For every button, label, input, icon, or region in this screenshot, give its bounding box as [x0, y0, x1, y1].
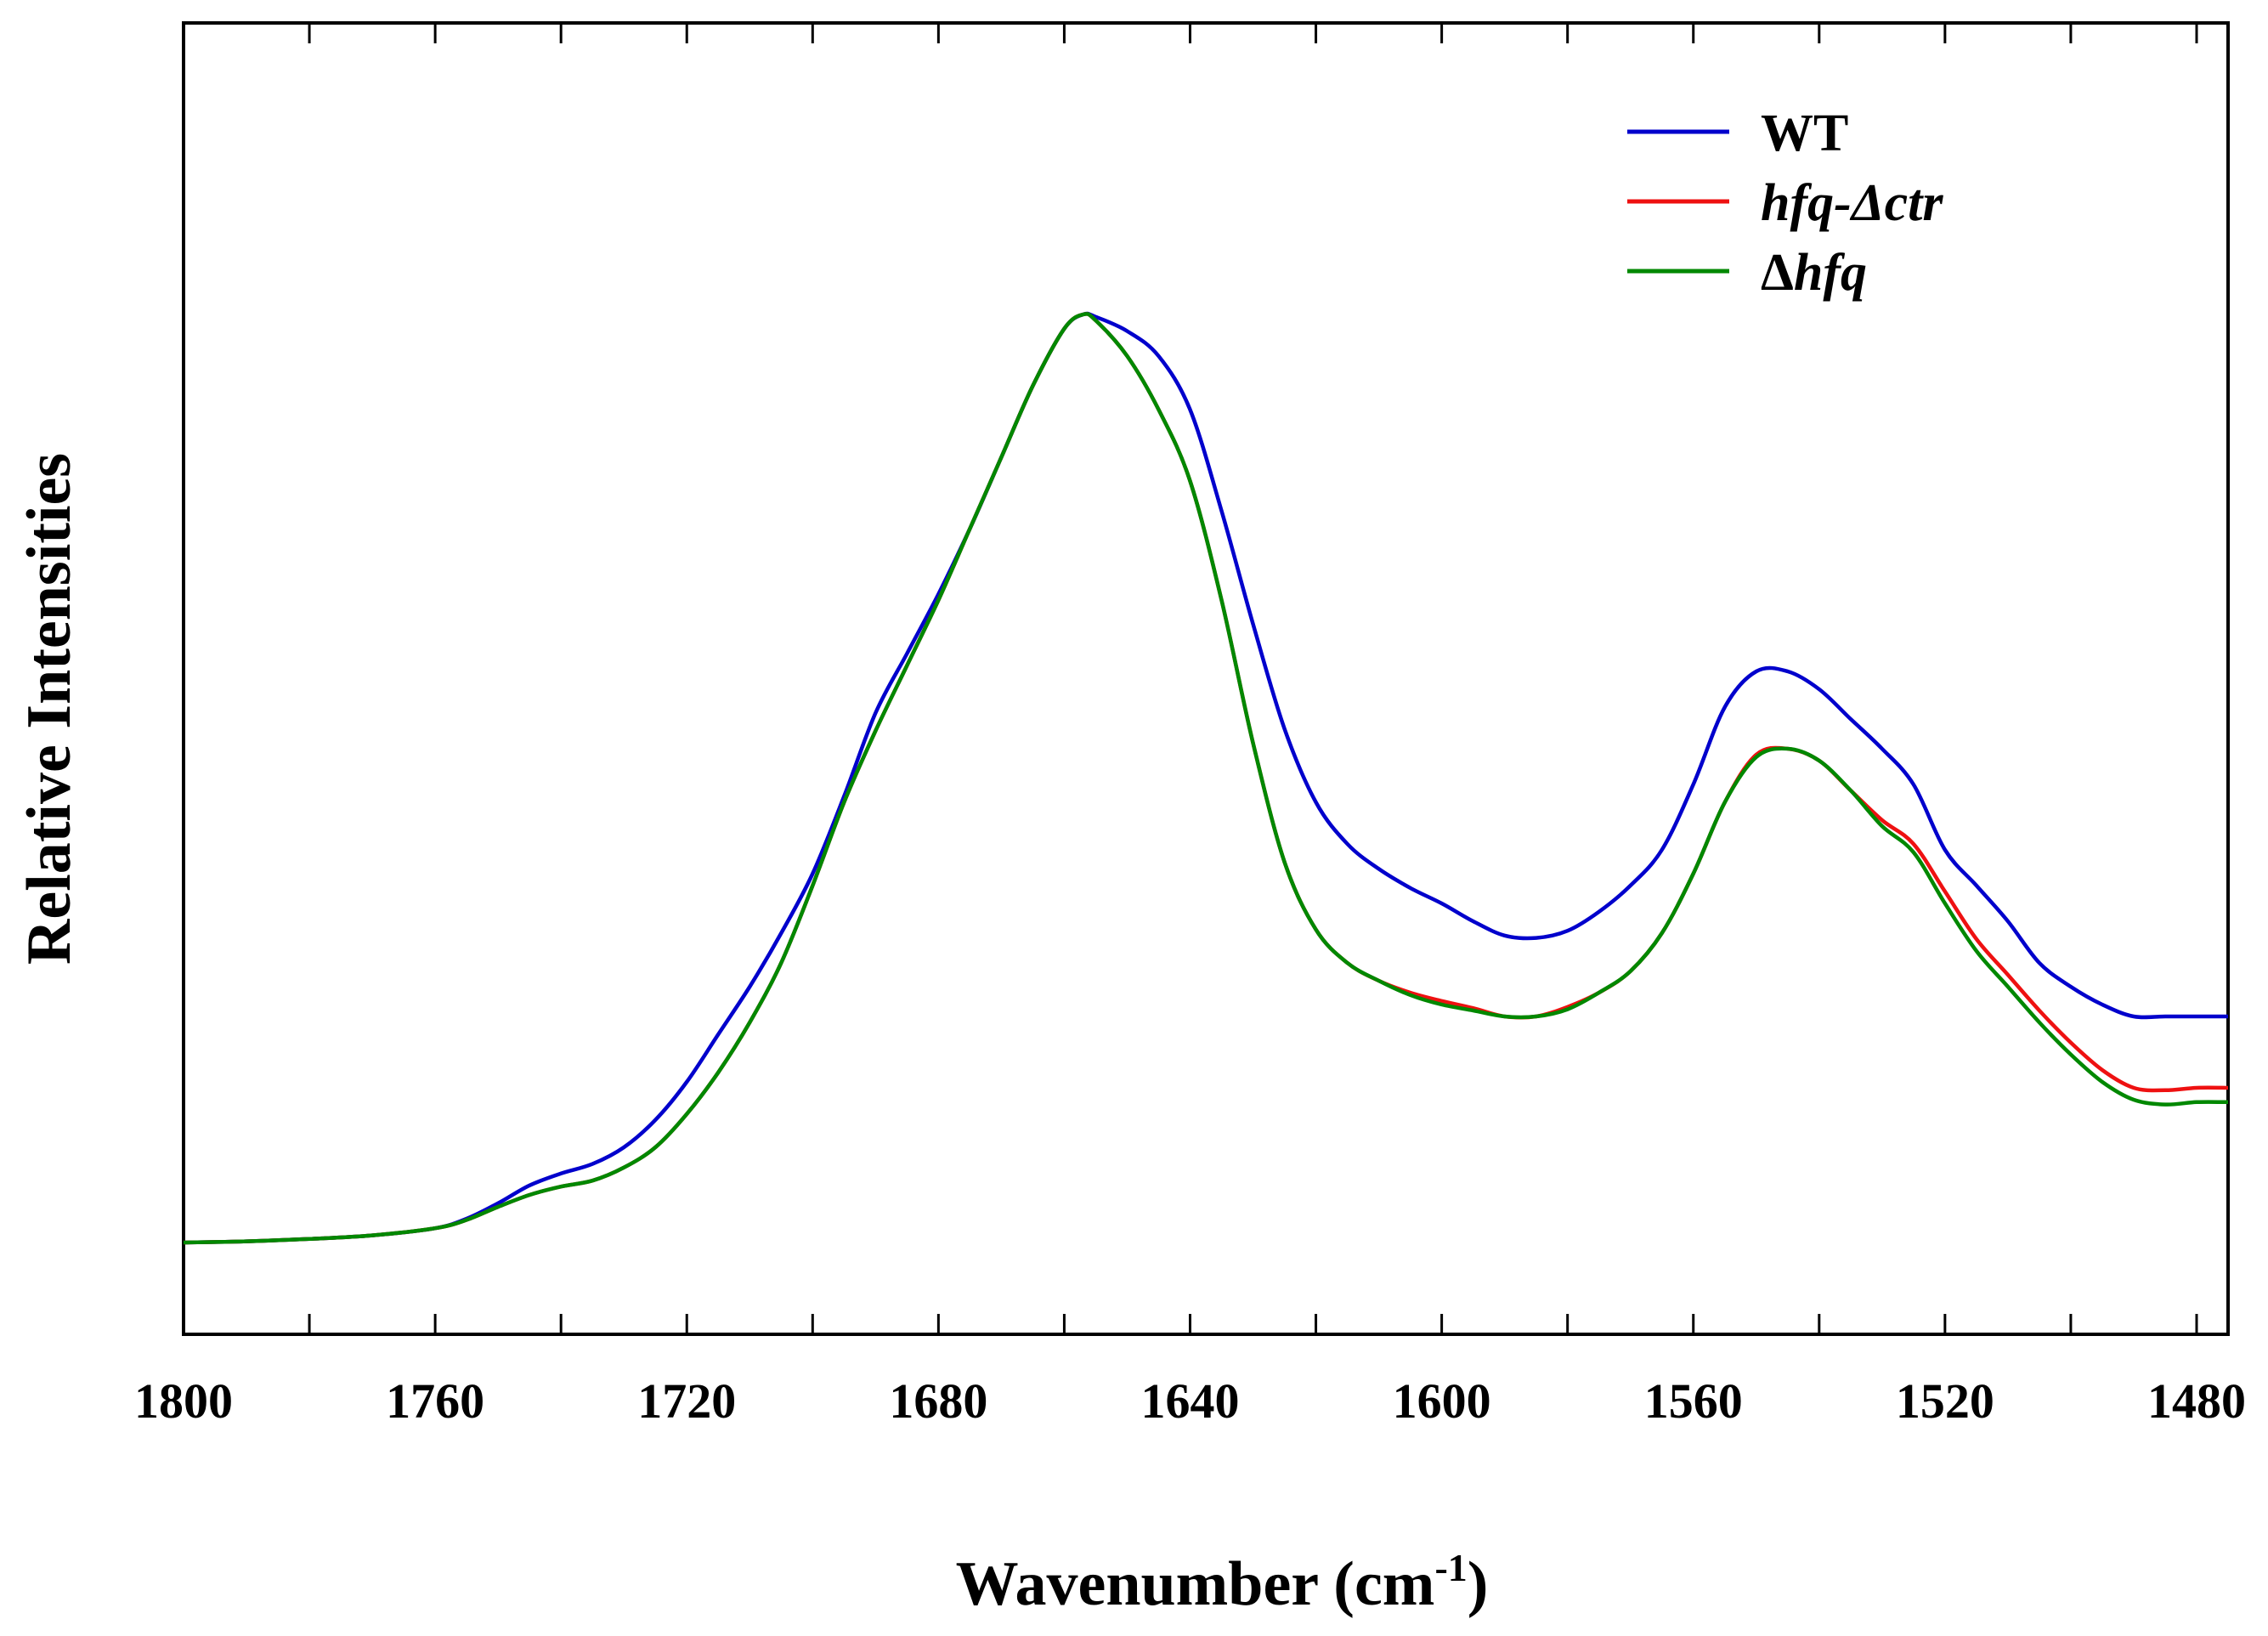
x-tick-label-1800: 1800 [134, 1373, 233, 1429]
series-line-2 [183, 312, 2229, 1245]
legend-label-2: Δhfq [1761, 244, 1867, 302]
x-axis-title-main: Wavenumber (cm [956, 1549, 1435, 1619]
x-tick-label-1720: 1720 [637, 1373, 736, 1429]
x-axis-title-superscript: -1 [1434, 1546, 1467, 1589]
x-tick-label-1760: 1760 [386, 1373, 484, 1429]
x-tick-label-1480: 1480 [2147, 1373, 2246, 1429]
x-tick-label-1680: 1680 [889, 1373, 987, 1429]
series-line-0 [183, 311, 2228, 1245]
series-lines [183, 311, 2229, 1245]
legend: WT hfq-Δctr Δhfq [1627, 105, 1943, 302]
x-tick-labels: 1800 1760 1720 1680 1640 1600 1560 1520 1480 [134, 1373, 2246, 1429]
x-axis-title-close: ) [1468, 1549, 1489, 1619]
x-tick-label-1600: 1600 [1393, 1373, 1491, 1429]
legend-label-0: WT [1761, 105, 1848, 162]
x-tick-label-1640: 1640 [1140, 1373, 1239, 1429]
x-tick-label-1560: 1560 [1644, 1373, 1743, 1429]
plot-frame [182, 21, 2230, 1336]
y-axis-title: Relative Intensities [14, 453, 84, 965]
x-tick-label-1520: 1520 [1896, 1373, 1994, 1429]
x-axis-title: Wavenumber (cm-1) [956, 1546, 1489, 1619]
legend-label-1: hfq-Δctr [1761, 174, 1943, 232]
x-ticks [182, 23, 2198, 1334]
